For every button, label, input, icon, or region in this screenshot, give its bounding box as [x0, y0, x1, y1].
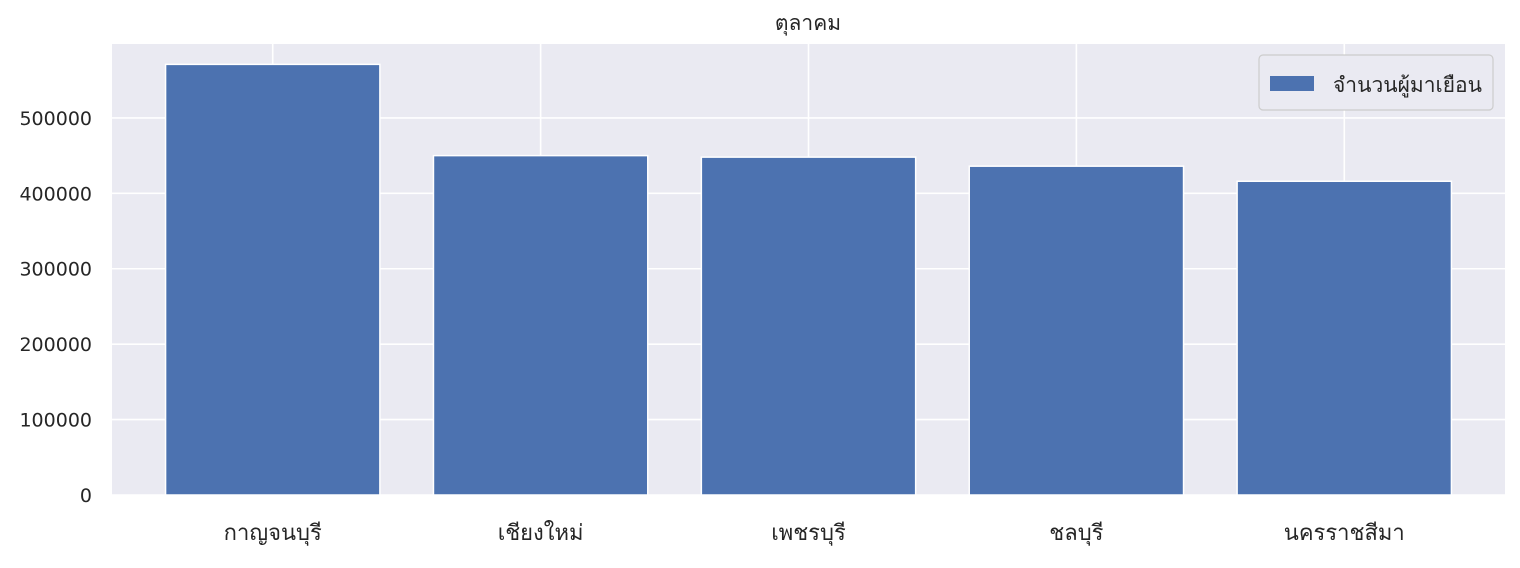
y-tick-label: 500000 — [19, 108, 92, 130]
bar — [968, 165, 1185, 496]
y-axis-tick-labels: 0 100000 200000 300000 400000 500000 — [19, 108, 92, 507]
legend-box — [1258, 54, 1494, 111]
y-tick-label: 300000 — [19, 259, 92, 281]
y-tick-label: 200000 — [19, 334, 92, 356]
y-tick-label: 0 — [80, 485, 92, 507]
x-tick-label: เพชรบุรี — [771, 521, 846, 546]
bar — [700, 156, 917, 496]
y-tick-label: 400000 — [19, 183, 92, 205]
x-tick-label: เชียงใหม่ — [498, 520, 584, 546]
x-tick-label: ชลบุรี — [1049, 521, 1103, 546]
bar — [1236, 180, 1453, 496]
chart-title: ตุลาคม — [775, 11, 841, 36]
x-tick-label: กาญจนบุรี — [224, 521, 322, 546]
bars — [164, 63, 1453, 496]
bar — [164, 63, 381, 496]
legend-swatch — [1270, 76, 1314, 91]
y-tick-label: 100000 — [19, 410, 92, 432]
bar — [432, 154, 649, 496]
legend-label: จำนวนผู้มาเยือน — [1333, 73, 1482, 98]
x-axis-tick-labels: กาญจนบุรี เชียงใหม่ เพชรบุรี ชลบุรี นครราชสี… — [224, 520, 1405, 546]
x-tick-label: นครราชสีมา — [1284, 521, 1405, 546]
legend: จำนวนผู้มาเยือน — [1258, 54, 1494, 111]
